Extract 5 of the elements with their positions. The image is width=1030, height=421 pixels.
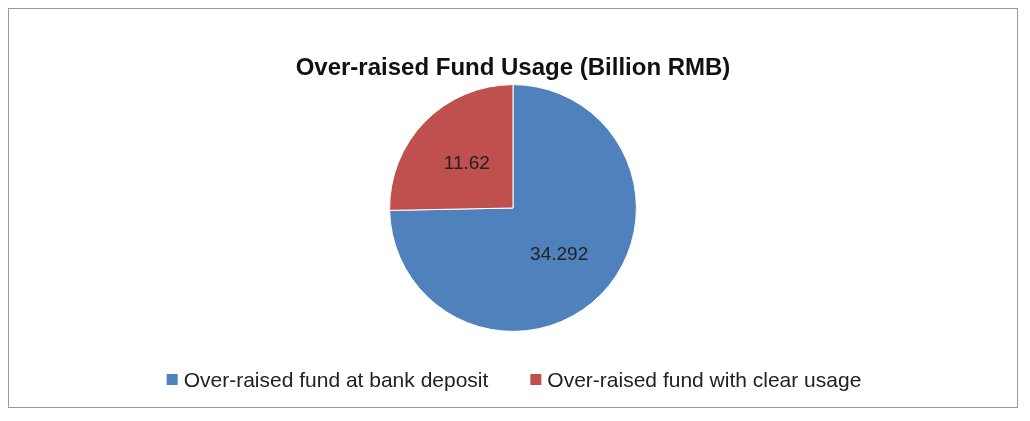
legend-label: Over-raised fund at bank deposit <box>183 368 489 391</box>
data-label: 11.62 <box>443 152 490 174</box>
legend-label: Over-raised fund with clear usage <box>547 368 862 391</box>
data-label: 34.292 <box>530 242 589 264</box>
chart-title: Over-raised Fund Usage (Billion RMB) <box>295 52 731 80</box>
